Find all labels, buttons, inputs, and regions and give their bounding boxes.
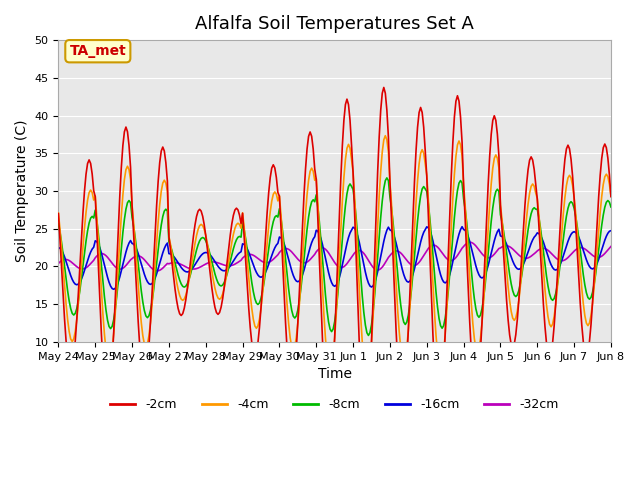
X-axis label: Time: Time [317,367,351,381]
Text: TA_met: TA_met [70,44,126,58]
Title: Alfalfa Soil Temperatures Set A: Alfalfa Soil Temperatures Set A [195,15,474,33]
Legend: -2cm, -4cm, -8cm, -16cm, -32cm: -2cm, -4cm, -8cm, -16cm, -32cm [106,394,564,417]
Y-axis label: Soil Temperature (C): Soil Temperature (C) [15,120,29,262]
